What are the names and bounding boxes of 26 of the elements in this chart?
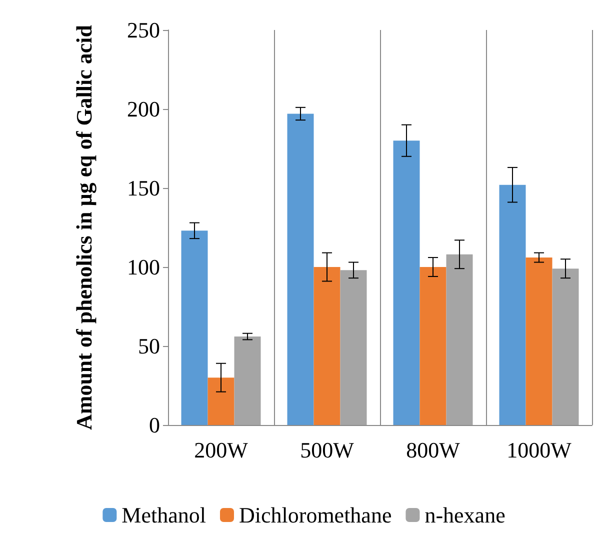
x-tick-label: 800W xyxy=(406,438,460,462)
bar xyxy=(181,230,208,425)
y-axis-title: Amount of phenolics in µg eq of Gallic acid xyxy=(72,24,96,430)
y-tick-label: 150 xyxy=(127,176,160,200)
x-tick-label: 1000W xyxy=(506,438,572,462)
y-tick-label: 100 xyxy=(127,254,160,280)
bar xyxy=(499,184,526,425)
bar xyxy=(208,378,234,425)
bar xyxy=(526,258,552,425)
legend-label: Dichloromethane xyxy=(238,502,392,528)
bar xyxy=(287,114,314,425)
bar xyxy=(420,267,446,425)
y-tick-label: 0 xyxy=(149,412,160,438)
y-tick-label: 50 xyxy=(138,334,160,358)
x-tick-label: 500W xyxy=(300,438,354,462)
legend-label: Methanol xyxy=(122,502,206,528)
y-tick-label: 250 xyxy=(127,18,160,42)
y-tick-label: 200 xyxy=(127,96,160,122)
bar xyxy=(446,254,473,425)
bar xyxy=(314,267,340,425)
bar xyxy=(340,270,367,425)
bar xyxy=(393,140,420,425)
bar xyxy=(234,336,261,425)
x-tick-label: 200W xyxy=(194,438,248,462)
bar xyxy=(552,268,579,425)
legend-label: n-hexane xyxy=(424,502,506,528)
